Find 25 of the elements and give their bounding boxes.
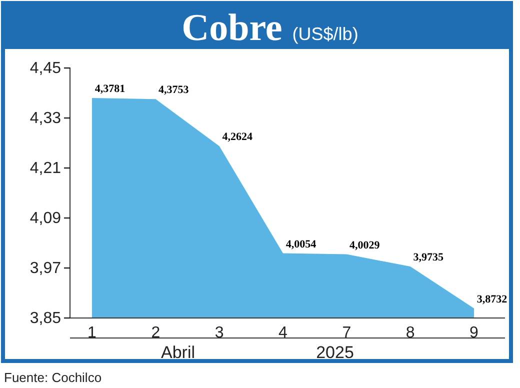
y-tick-label: 3,85	[30, 310, 62, 328]
data-label: 3,8732	[476, 293, 508, 306]
x-tick-label: 8	[406, 324, 415, 342]
x-tick-label: 3	[214, 324, 224, 342]
chart-title: Cobre	[182, 7, 282, 49]
x-tick-label: 9	[470, 324, 479, 342]
data-label: 4,2624	[222, 131, 253, 144]
y-tick-label: 3,97	[30, 260, 62, 278]
data-label: 4,3753	[158, 84, 190, 96]
data-label: 3,9735	[413, 252, 444, 264]
chart-subtitle: (US$/lb)	[292, 24, 358, 44]
x-tick-label: 7	[342, 324, 352, 342]
text: Abril	[160, 343, 196, 362]
x-tick-label: 1	[88, 324, 97, 342]
x-tick-label: 2	[151, 324, 160, 342]
source-note: Fuente: Cochilco	[4, 370, 102, 385]
y-tick-label: 4,33	[30, 110, 62, 128]
y-tick-label: 4,45	[30, 60, 62, 78]
data-label: 4,3781	[94, 82, 126, 95]
text: 2025	[316, 343, 354, 362]
data-label: 4,0029	[350, 239, 380, 252]
x-tick-label: 4	[278, 324, 288, 342]
y-tick-label: 4,09	[30, 210, 62, 228]
y-tick-label: 4,21	[30, 160, 62, 178]
data-label: 4,0054	[286, 238, 317, 250]
